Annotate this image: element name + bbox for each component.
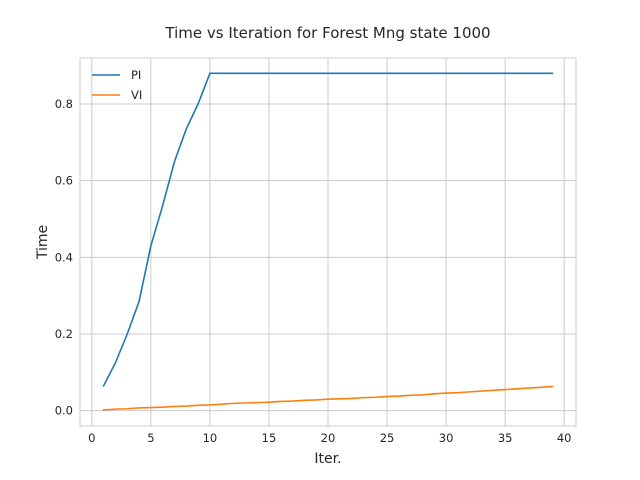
- y-tick-labels: 0.0 0.2 0.4 0.6 0.8: [55, 97, 73, 418]
- y-axis-label: Time: [35, 225, 51, 260]
- x-tick-label: 15: [262, 431, 277, 445]
- x-tick-label: 35: [498, 431, 513, 445]
- y-tick-label: 0.6: [55, 174, 73, 188]
- series-line-vi: [102, 385, 554, 411]
- x-tick-label: 30: [439, 431, 454, 445]
- series-lines: [102, 72, 554, 411]
- legend-label-pi: PI: [131, 68, 141, 82]
- y-tick-label: 0.8: [55, 97, 73, 111]
- legend-label-vi: VI: [131, 88, 142, 102]
- y-tick-label: 0.2: [55, 327, 73, 341]
- y-tick-label: 0.0: [55, 404, 73, 418]
- legend: PI VI: [92, 68, 142, 102]
- chart-title: Time vs Iteration for Forest Mng state 1…: [164, 24, 490, 42]
- grid: [80, 58, 576, 426]
- plot-frame: [79, 57, 577, 427]
- y-tick-label: 0.4: [55, 250, 73, 264]
- x-axis-label: Iter.: [314, 451, 341, 467]
- x-tick-label: 20: [321, 431, 336, 445]
- x-tick-label: 5: [147, 431, 154, 445]
- x-tick-label: 40: [557, 431, 572, 445]
- x-tick-label: 25: [380, 431, 395, 445]
- x-tick-label: 0: [88, 431, 95, 445]
- series-line-pi: [102, 72, 554, 387]
- x-tick-labels: 0 5 10 15 20 25 30 35 40: [88, 431, 571, 445]
- x-tick-label: 10: [203, 431, 218, 445]
